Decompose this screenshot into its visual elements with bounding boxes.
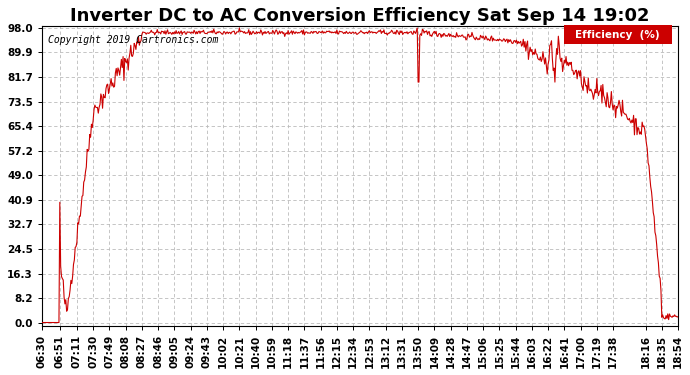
Title: Inverter DC to AC Conversion Efficiency Sat Sep 14 19:02: Inverter DC to AC Conversion Efficiency … bbox=[70, 7, 650, 25]
Text: Copyright 2019 Cartronics.com: Copyright 2019 Cartronics.com bbox=[48, 36, 219, 45]
